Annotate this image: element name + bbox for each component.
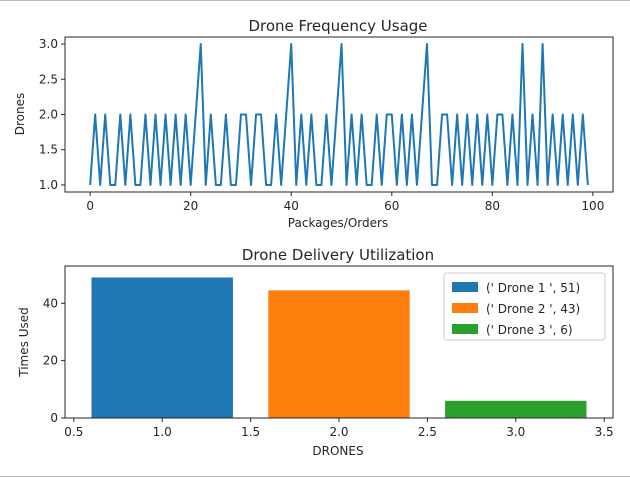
- bar-chart-y-axis-label: Times Used: [17, 307, 31, 377]
- y-tick-label: 40: [43, 296, 58, 310]
- x-tick-label: 2.5: [418, 425, 437, 439]
- x-tick-label: 0: [86, 199, 94, 213]
- line-chart-title: Drone Frequency Usage: [248, 17, 427, 35]
- drone-frequency-line: [89, 43, 589, 186]
- y-tick-label: 2.0: [39, 108, 58, 122]
- x-tick-label: 0.5: [64, 425, 83, 439]
- x-tick-label: 20: [183, 199, 198, 213]
- bar-chart-y-ticks: 0 20 40: [43, 296, 65, 425]
- bar-chart-legend: (' Drone 1 ', 51) (' Drone 2 ', 43) (' Dro…: [443, 272, 606, 341]
- legend-swatch-drone-1: [452, 282, 478, 292]
- y-tick-label: 1.5: [39, 143, 58, 157]
- x-tick-label: 80: [485, 199, 500, 213]
- x-tick-label: 60: [384, 199, 399, 213]
- legend-box: [443, 272, 606, 341]
- x-tick-label: 2.0: [329, 425, 348, 439]
- x-tick-label: 40: [284, 199, 299, 213]
- line-chart: Drone Frequency Usage 0 20 40 60 80 100 1.01.…: [13, 17, 614, 230]
- x-tick-label: 100: [581, 199, 604, 213]
- y-tick-label: 20: [43, 354, 58, 368]
- legend-swatch-drone-2: [452, 303, 478, 313]
- legend-label-drone-3: (' Drone 3 ', 6): [486, 323, 573, 337]
- y-tick-label: 1.0: [39, 178, 58, 192]
- y-tick-label: 2.5: [39, 72, 58, 86]
- bar-chart-x-axis-label: DRONES: [312, 444, 363, 458]
- line-chart-axes-frame: [64, 36, 614, 193]
- x-tick-label: 3.5: [595, 425, 614, 439]
- x-tick-label: 1.5: [241, 425, 260, 439]
- y-tick-label: 3.0: [39, 37, 58, 51]
- bar-drone-2: [268, 290, 410, 418]
- bar-drone-1: [91, 277, 233, 418]
- line-series: [89, 43, 589, 186]
- line-chart-x-axis-label: Packages/Orders: [288, 216, 388, 230]
- bar-chart: Drone Delivery Utilization 0.5 1.0 1.5 2.0 2…: [17, 246, 614, 458]
- line-chart-y-axis-label: Drones: [13, 93, 27, 136]
- bar-chart-x-ticks: 0.5 1.0 1.5 2.0 2.5 3.0 3.5: [64, 418, 614, 439]
- legend-label-drone-2: (' Drone 2 ', 43): [486, 302, 580, 316]
- line-chart-y-ticks: 1.0 1.5 2.0 2.5 3.0: [39, 37, 65, 192]
- bar-chart-title: Drone Delivery Utilization: [242, 246, 434, 264]
- y-tick-label: 0: [50, 411, 58, 425]
- bar-series: [91, 277, 587, 418]
- x-tick-label: 1.0: [153, 425, 172, 439]
- x-tick-label: 3.0: [506, 425, 525, 439]
- legend-swatch-drone-3: [452, 324, 478, 334]
- legend-label-drone-1: (' Drone 1 ', 51): [486, 281, 580, 295]
- bar-drone-3: [445, 400, 587, 418]
- line-chart-x-ticks: 0 20 40 60 80 100: [86, 192, 604, 213]
